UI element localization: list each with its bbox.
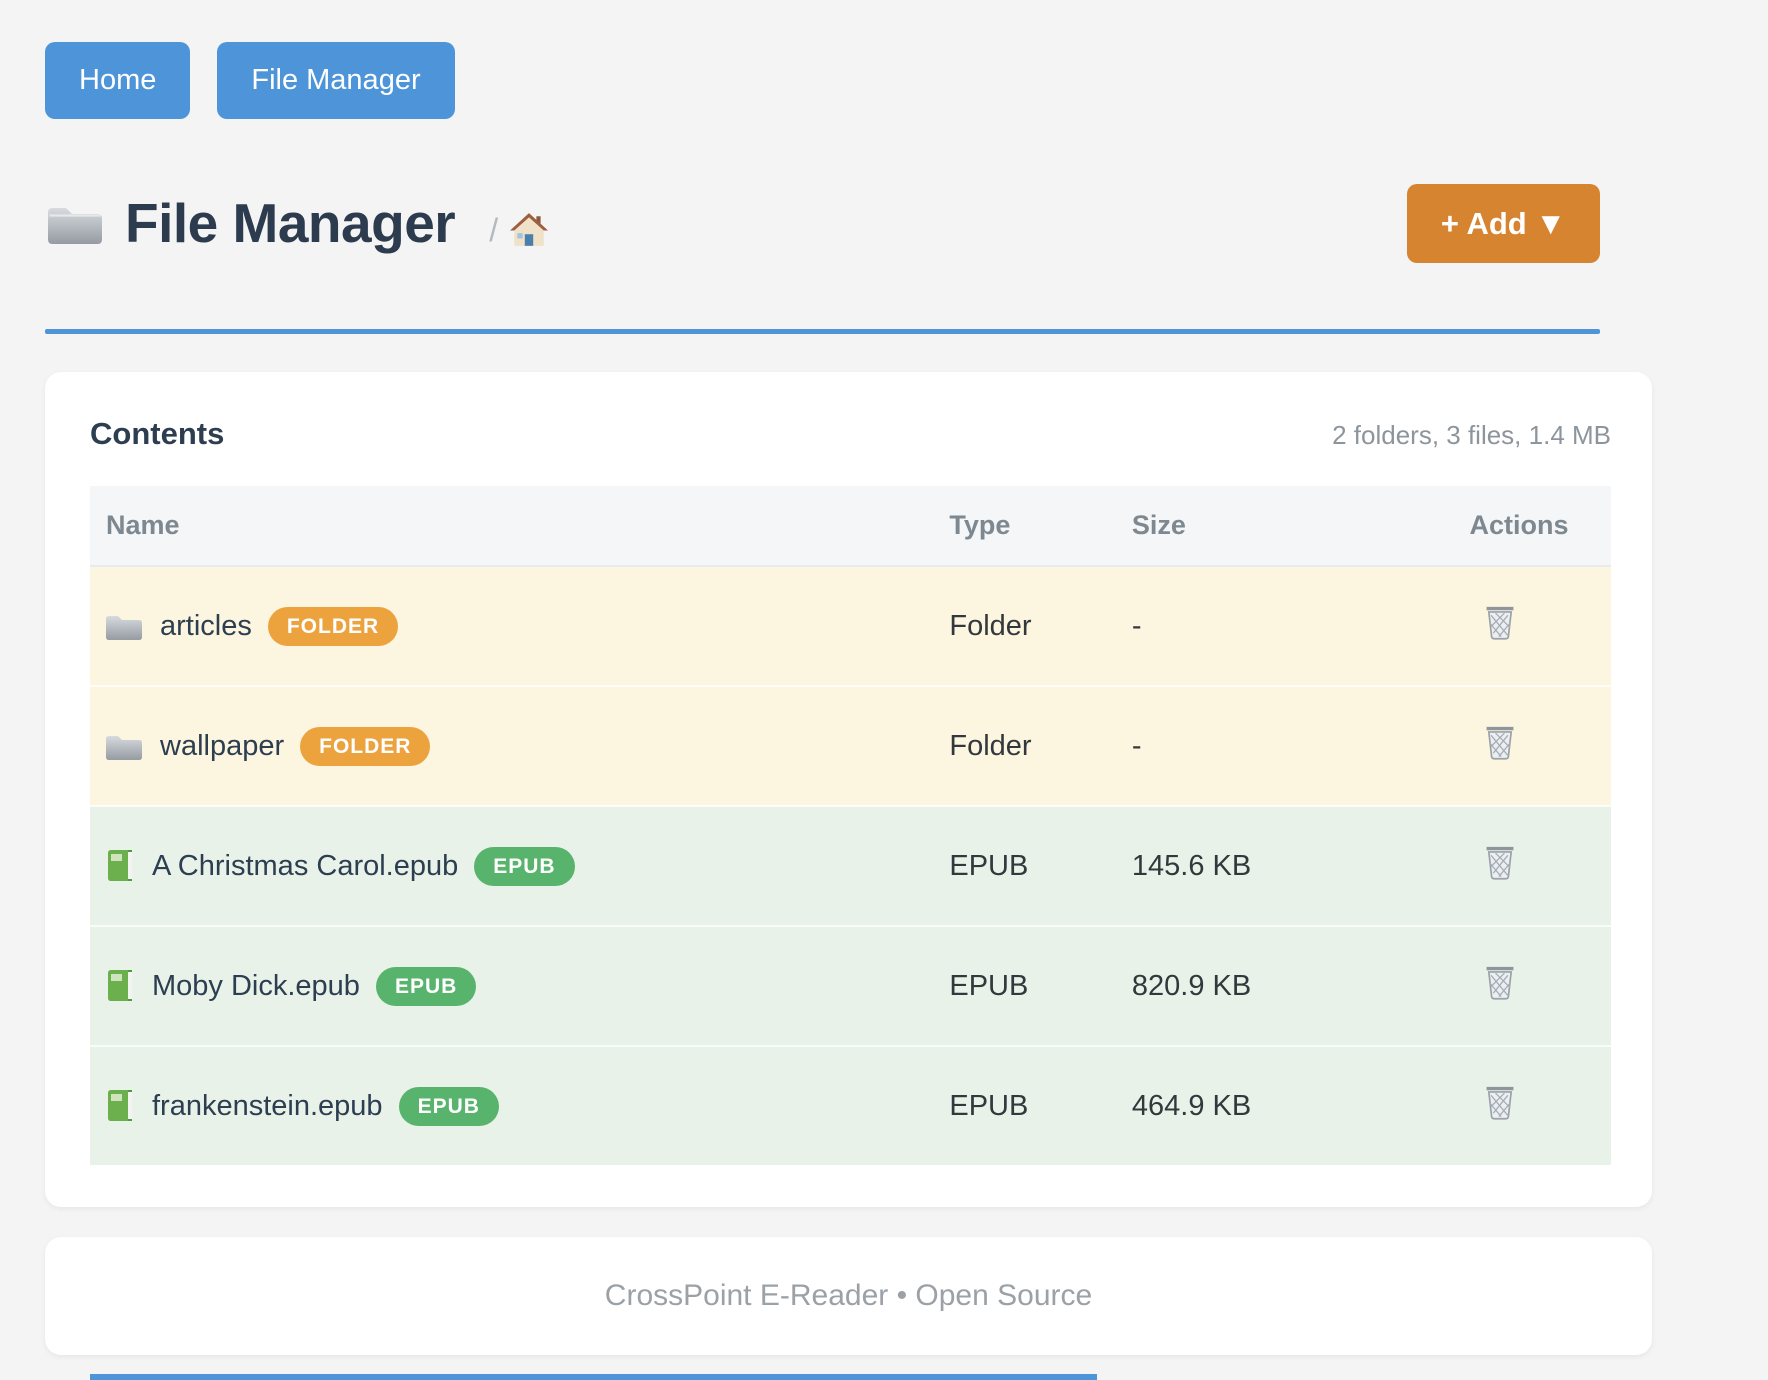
cell-size: - (1131, 609, 1142, 642)
delete-button[interactable] (1482, 603, 1518, 641)
contents-card: Contents 2 folders, 3 files, 1.4 MB Name… (45, 372, 1652, 1207)
add-button[interactable]: + Add ▼ (1406, 183, 1600, 263)
file-name-link[interactable]: Moby Dick.epub (152, 969, 360, 1002)
title-divider (45, 329, 1600, 334)
cell-size: 464.9 KB (1131, 1045, 1470, 1165)
breadcrumb: / (489, 211, 549, 249)
book-icon (104, 848, 136, 884)
file-name-link[interactable]: A Christmas Carol.epub (152, 849, 459, 882)
type-badge: EPUB (474, 846, 575, 886)
folder-icon (45, 199, 105, 247)
delete-button[interactable] (1482, 723, 1518, 761)
type-badge: EPUB (398, 1086, 499, 1126)
column-header-size: Size (1131, 486, 1470, 567)
delete-button[interactable] (1482, 1083, 1518, 1121)
book-icon (104, 968, 136, 1004)
table-row[interactable]: A Christmas Carol.epub EPUB EPUB 145.6 K… (90, 805, 1611, 926)
table-row[interactable]: wallpaper FOLDER Folder - (90, 685, 1611, 806)
delete-button[interactable] (1482, 963, 1518, 1001)
file-name-link[interactable]: wallpaper (160, 729, 285, 762)
nav-file-manager-button[interactable]: File Manager (217, 42, 455, 119)
type-badge: EPUB (375, 966, 477, 1006)
table-header-row: Name Type Size Actions (90, 486, 1611, 567)
cell-type: EPUB (949, 805, 1132, 926)
file-name-link[interactable]: articles (160, 609, 252, 642)
footer-text: CrossPoint E-Reader • Open Source (604, 1279, 1093, 1312)
trash-icon (1482, 723, 1518, 761)
column-header-name: Name (90, 486, 950, 567)
file-name-link[interactable]: frankenstein.epub (152, 1089, 383, 1122)
files-table: Name Type Size Actions articles FOLDER F… (90, 486, 1611, 1165)
delete-button[interactable] (1482, 843, 1518, 881)
house-icon[interactable] (510, 212, 549, 248)
page-title: File Manager (125, 192, 456, 254)
table-row[interactable]: Moby Dick.epub EPUB EPUB 820.9 KB (90, 925, 1611, 1046)
column-header-actions: Actions (1469, 486, 1611, 567)
type-badge: FOLDER (300, 726, 431, 766)
cell-size: 820.9 KB (1131, 925, 1470, 1046)
title-wrap: File Manager / (45, 191, 549, 255)
cell-size: - (1131, 685, 1470, 806)
bottom-accent-bar (90, 1374, 1097, 1380)
contents-title: Contents (90, 416, 225, 451)
breadcrumb-separator: / (489, 211, 499, 248)
nav-home-button[interactable]: Home (45, 42, 191, 119)
folder-icon (104, 610, 144, 642)
cell-type: EPUB (949, 1045, 1132, 1165)
top-nav: Home File Manager (0, 0, 1768, 119)
trash-icon (1482, 843, 1518, 881)
column-header-type: Type (949, 486, 1132, 567)
contents-card-head: Contents 2 folders, 3 files, 1.4 MB (90, 416, 1611, 452)
type-badge: FOLDER (267, 606, 399, 646)
table-row[interactable]: frankenstein.epub EPUB EPUB 464.9 KB (90, 1045, 1611, 1165)
cell-size: 145.6 KB (1131, 805, 1470, 926)
page-header: File Manager / + Add ▼ (45, 177, 1600, 269)
book-icon (104, 1088, 136, 1124)
cell-type: EPUB (949, 925, 1132, 1046)
table-row[interactable]: articles FOLDER Folder - (90, 566, 1611, 686)
folder-icon (104, 730, 144, 762)
trash-icon (1482, 963, 1518, 1001)
footer-card: CrossPoint E-Reader • Open Source (45, 1237, 1652, 1355)
trash-icon (1482, 1083, 1518, 1121)
cell-type: Folder (949, 685, 1132, 806)
contents-summary: 2 folders, 3 files, 1.4 MB (1332, 420, 1611, 450)
trash-icon (1482, 603, 1518, 641)
cell-type: Folder (949, 609, 1032, 642)
